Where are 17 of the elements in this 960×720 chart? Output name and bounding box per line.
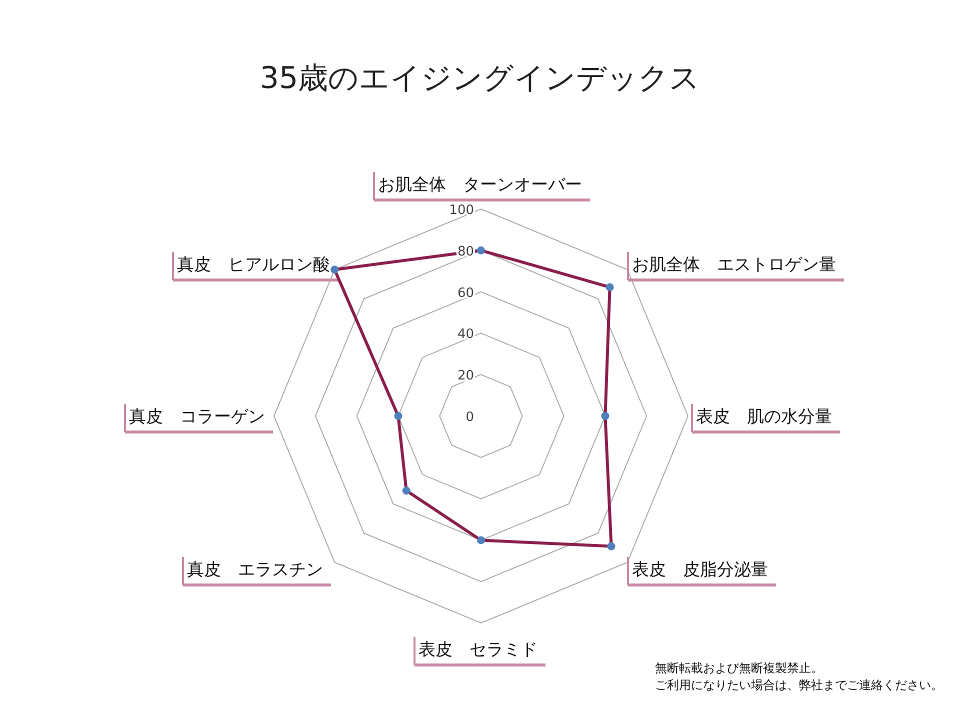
spoke-label: お肌全体 ターンオーバー bbox=[378, 175, 582, 195]
spoke-label: 表皮 肌の水分量 bbox=[696, 407, 832, 427]
spoke-label: 真皮 コラーゲン bbox=[129, 407, 265, 427]
y-tick-label: 0 bbox=[466, 410, 474, 425]
y-tick-label: 100 bbox=[449, 203, 474, 218]
text: 無断転載および無断複製禁止。 bbox=[655, 661, 823, 675]
spoke-label: 真皮 エラスチン bbox=[187, 560, 323, 580]
y-tick-label: 60 bbox=[457, 286, 474, 301]
spoke-label: 表皮 セラミド bbox=[418, 640, 538, 660]
y-tick-label: 40 bbox=[457, 327, 474, 342]
y-tick-label: 80 bbox=[457, 244, 474, 260]
spoke-label: お肌全体 エストロゲン量 bbox=[632, 255, 836, 275]
spoke-label: 表皮 皮脂分泌量 bbox=[632, 560, 768, 580]
spoke-label: 真皮 ヒアルロン酸 bbox=[177, 255, 330, 275]
y-tick-label: 20 bbox=[457, 368, 474, 384]
text: ご利用になりたい場合は、弊社までご連絡ください。 bbox=[655, 678, 943, 692]
chart-title: 35歳のエイジングインデックス bbox=[260, 61, 700, 96]
